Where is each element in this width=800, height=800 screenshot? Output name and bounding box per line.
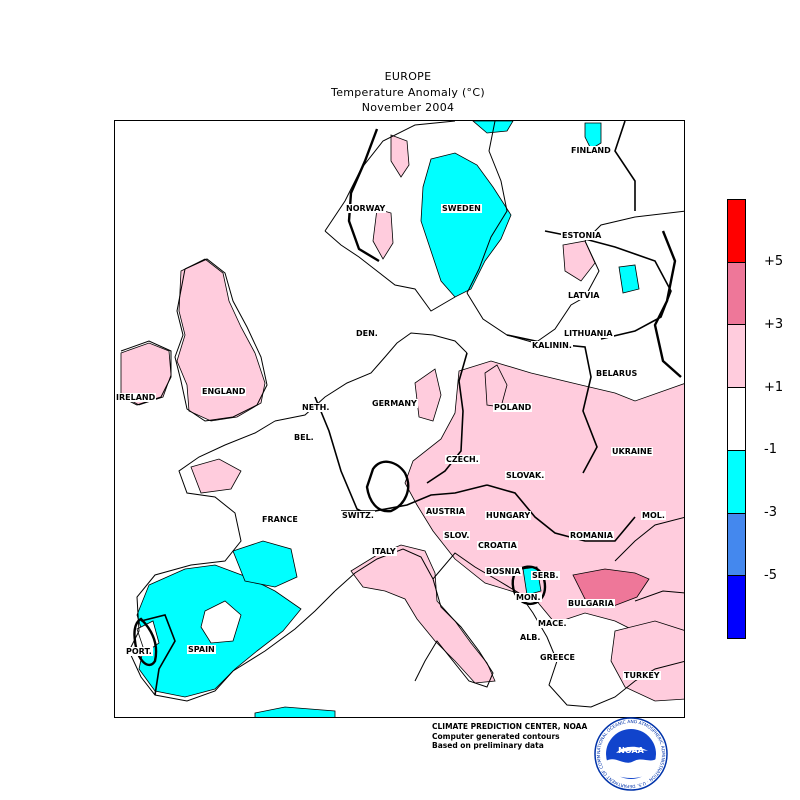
country-label-bosnia: BOSNIA bbox=[485, 567, 522, 576]
map-period: November 2004 bbox=[361, 101, 455, 114]
legend-swatch-3 bbox=[728, 388, 745, 451]
country-label-belgium: BEL. bbox=[293, 433, 315, 442]
country-label-romania: ROMANIA bbox=[569, 531, 614, 540]
country-label-denmark: DEN. bbox=[355, 329, 379, 338]
border-france-germany bbox=[314, 396, 374, 518]
cyan-region-norway-top bbox=[472, 121, 514, 134]
pink-region-britain bbox=[176, 258, 266, 422]
country-label-slovakia: SLOVAK. bbox=[505, 471, 546, 480]
pink-region-central-east bbox=[404, 360, 684, 642]
logo-text: NOAA bbox=[618, 746, 644, 755]
cyan-region-sweden bbox=[420, 152, 512, 298]
country-label-czech: CZECH. bbox=[445, 455, 480, 464]
country-label-poland: POLAND bbox=[493, 403, 533, 412]
legend-swatch-1 bbox=[728, 262, 745, 326]
pink-region-turkey bbox=[610, 620, 684, 702]
contour-east bbox=[653, 230, 682, 378]
neutral-island-iberia-west bbox=[136, 620, 160, 654]
country-label-moldova: MOL. bbox=[641, 511, 666, 520]
legend-tick-label: +3 bbox=[764, 316, 784, 332]
legend-swatch-0 bbox=[728, 200, 745, 263]
border-baltic-states bbox=[544, 230, 672, 340]
country-label-serbia: SERB. bbox=[531, 571, 560, 580]
coast-blacksea bbox=[614, 516, 684, 602]
coast-scandinavia bbox=[324, 121, 508, 312]
legend-swatch-4 bbox=[728, 450, 745, 514]
cyan-region-bottom bbox=[254, 706, 336, 717]
pink-region-germany bbox=[414, 368, 442, 422]
country-label-switzerland: SWITZ. bbox=[341, 511, 375, 520]
country-label-croatia: CROATIA bbox=[477, 541, 518, 550]
country-label-estonia: ESTONIA bbox=[561, 231, 603, 240]
legend-tick-label: +5 bbox=[764, 253, 784, 269]
country-label-belarus: BELARUS bbox=[595, 369, 639, 378]
country-label-macedonia: MACE. bbox=[537, 619, 568, 628]
contour-central bbox=[365, 460, 410, 513]
country-label-kalinin: KALININ. bbox=[531, 341, 573, 350]
map-subtitle: Temperature Anomaly (°C) bbox=[331, 86, 485, 99]
contour-iberia-west bbox=[133, 617, 158, 667]
legend-swatch-6 bbox=[728, 576, 745, 639]
neutral-island-spain bbox=[200, 600, 242, 644]
noaa-logo: NATIONAL OCEANIC AND ATMOSPHERIC ADMINIS… bbox=[594, 717, 668, 791]
country-label-albania: ALB. bbox=[519, 633, 542, 642]
pink-region-france-west bbox=[190, 458, 242, 494]
coast-britain bbox=[174, 258, 268, 422]
map-title: EUROPE bbox=[384, 70, 432, 83]
country-label-italy: ITALY bbox=[371, 547, 397, 556]
country-label-turkey: TURKEY bbox=[623, 671, 661, 680]
country-label-latvia: LATVIA bbox=[567, 291, 601, 300]
pink-region-norway bbox=[390, 134, 410, 178]
neutral-islands bbox=[136, 600, 242, 654]
credits: CLIMATE PREDICTION CENTER, NOAA Computer… bbox=[432, 722, 587, 751]
pink-region-norway-coast bbox=[372, 208, 394, 260]
country-label-bulgaria: BULGARIA bbox=[567, 599, 615, 608]
country-label-spain: SPAIN bbox=[187, 645, 216, 654]
contour-balkan bbox=[511, 565, 547, 606]
credit-line-3: Based on preliminary data bbox=[432, 741, 544, 750]
country-label-greece: GREECE bbox=[539, 653, 576, 662]
border-germany-poland bbox=[426, 352, 468, 484]
country-label-finland: FINLAND bbox=[570, 146, 612, 155]
country-label-slovenia: SLOV. bbox=[443, 531, 471, 540]
pink-region-italy bbox=[350, 544, 496, 684]
border-balkans bbox=[486, 484, 636, 542]
color-legend bbox=[727, 199, 746, 639]
cyan-region-france-south bbox=[232, 540, 298, 588]
country-label-england: ENGLAND bbox=[201, 387, 247, 396]
coast-baltic bbox=[466, 210, 684, 344]
country-label-ukraine: UKRAINE bbox=[611, 447, 654, 456]
legend-swatch-2 bbox=[728, 325, 745, 389]
anomaly-map: FINLAND NORWAY SWEDEN ESTONIA LATVIA LITHUANI… bbox=[114, 120, 685, 718]
legend-tick-label: -3 bbox=[764, 505, 777, 521]
country-label-lithuania: LITHUANIA bbox=[563, 329, 614, 338]
country-label-norway: NORWAY bbox=[345, 204, 387, 213]
country-label-france: FRANCE bbox=[261, 515, 299, 524]
coast-ireland bbox=[120, 340, 172, 406]
country-label-portugal: PORT. bbox=[125, 647, 153, 656]
border-finland-russia bbox=[614, 121, 636, 211]
country-label-ireland: IRELAND bbox=[115, 393, 157, 402]
credit-line-1: CLIMATE PREDICTION CENTER, NOAA bbox=[432, 722, 588, 731]
country-label-germany: GERMANY bbox=[371, 399, 418, 408]
country-label-netherlands: NETH. bbox=[301, 403, 331, 412]
country-label-sweden: SWEDEN bbox=[441, 204, 482, 213]
legend-tick-label: +1 bbox=[764, 379, 784, 395]
pink-region-poland-north bbox=[484, 364, 508, 408]
country-label-austria: AUSTRIA bbox=[425, 507, 466, 516]
legend-swatch-5 bbox=[728, 513, 745, 577]
credit-line-2: Computer generated contours bbox=[432, 731, 560, 741]
legend-tick-label: -5 bbox=[764, 568, 777, 584]
legend-tick-label: -1 bbox=[764, 442, 777, 458]
border-iberia bbox=[140, 614, 176, 696]
pink-region-latvia bbox=[562, 240, 596, 282]
country-label-montenegro: MON. bbox=[515, 593, 542, 602]
country-label-hungary: HUNGARY bbox=[485, 511, 532, 520]
cyan-region-latvia-east bbox=[618, 264, 640, 294]
map-svg bbox=[120, 121, 684, 717]
